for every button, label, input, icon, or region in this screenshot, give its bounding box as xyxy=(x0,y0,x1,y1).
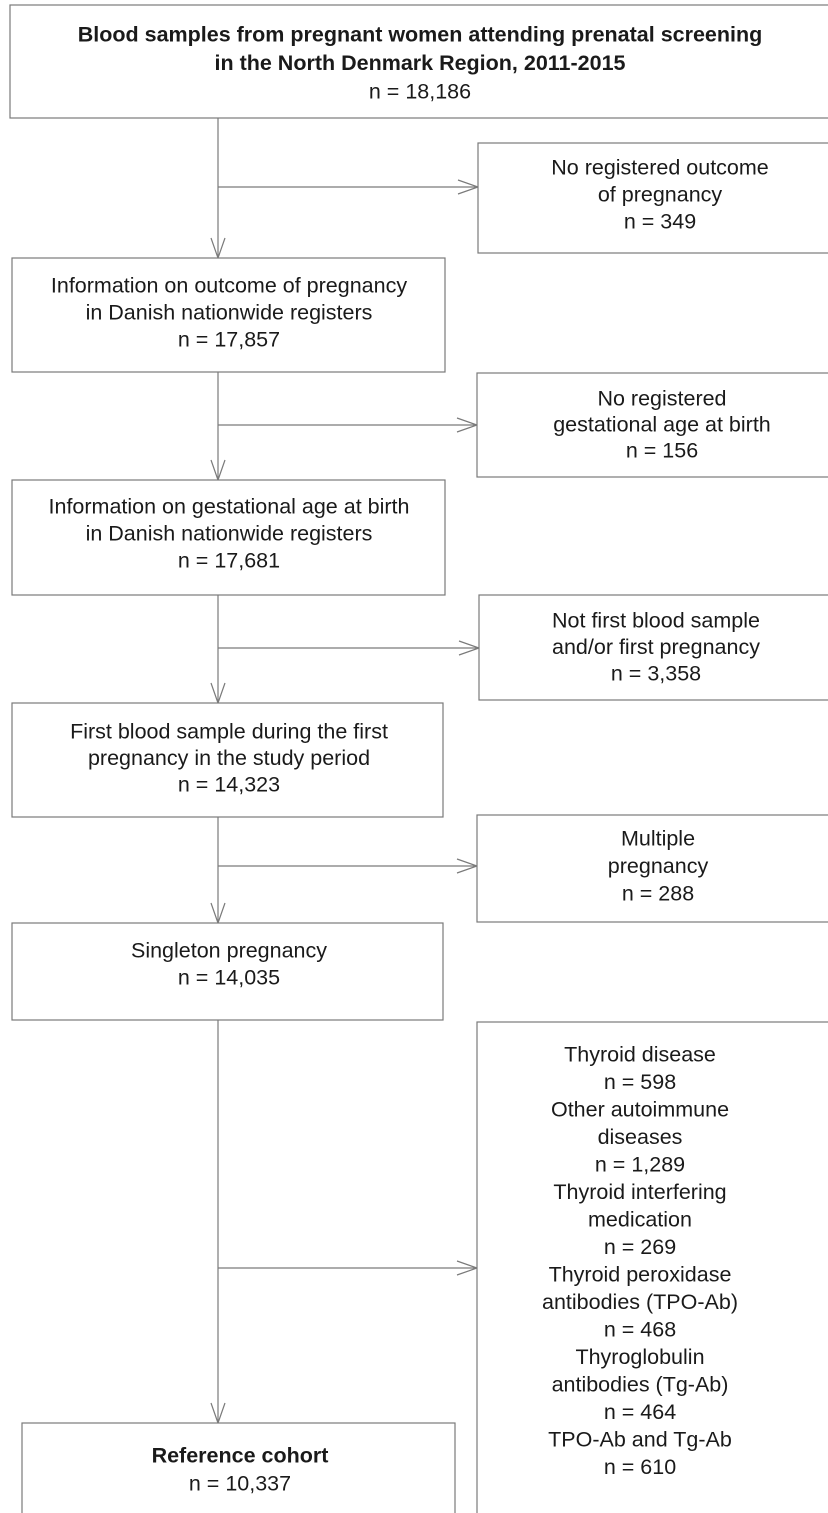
exclusion-box-text: n = 610 xyxy=(604,1455,676,1479)
node-box-text: Reference cohort xyxy=(152,1444,329,1468)
exclusion-box-text: Not first blood sample xyxy=(552,609,760,633)
node-box xyxy=(11,257,446,373)
node-box-text: n = 17,857 xyxy=(178,328,280,352)
exclusion-box xyxy=(478,594,828,701)
node-box xyxy=(11,922,444,1021)
exclusion-box-text: of pregnancy xyxy=(598,183,723,207)
exclusion-box-text: gestational age at birth xyxy=(553,413,771,437)
node-box-text: n = 18,186 xyxy=(369,80,471,104)
exclusion-box-text: medication xyxy=(588,1208,692,1232)
node-box xyxy=(21,1422,456,1513)
exclusion-box-text: Thyroid disease xyxy=(564,1043,716,1067)
node-box-text: Information on gestational age at birth xyxy=(49,495,410,519)
exclusion-box-text: antibodies (Tg-Ab) xyxy=(552,1373,729,1397)
exclusion-box-text: TPO-Ab and Tg-Ab xyxy=(548,1428,732,1452)
exclusion-box-text: Thyroid peroxidase xyxy=(549,1263,732,1287)
node-box xyxy=(9,4,828,119)
exclusion-box-text: Multiple xyxy=(621,827,695,851)
exclusion-box-text: n = 156 xyxy=(626,439,698,463)
exclusion-box-text: n = 288 xyxy=(622,882,694,906)
exclusion-box-text: n = 464 xyxy=(604,1400,676,1424)
exclusion-box-text: n = 598 xyxy=(604,1070,676,1094)
exclusion-box-text: n = 349 xyxy=(624,210,696,234)
exclusion-box-text: antibodies (TPO-Ab) xyxy=(542,1290,738,1314)
node-box-text: First blood sample during the first xyxy=(70,720,388,744)
node-box-text: Information on outcome of pregnancy xyxy=(51,274,407,298)
exclusion-box xyxy=(477,142,828,254)
exclusion-box-text: and/or first pregnancy xyxy=(552,635,760,659)
exclusion-box-text: pregnancy xyxy=(608,854,709,878)
exclusion-box-text: n = 468 xyxy=(604,1318,676,1342)
exclusion-box xyxy=(476,372,828,478)
node-box-text: in the North Denmark Region, 2011-2015 xyxy=(214,51,625,75)
node-box-text: n = 14,323 xyxy=(178,773,280,797)
exclusion-box xyxy=(476,814,828,923)
exclusion-box-text: diseases xyxy=(598,1125,683,1149)
node-box-text: pregnancy in the study period xyxy=(88,746,370,770)
exclusion-box-text: n = 269 xyxy=(604,1235,676,1259)
exclusion-box xyxy=(476,1021,828,1513)
node-box-text: Blood samples from pregnant women attend… xyxy=(78,23,763,47)
exclusion-box-text: Thyroid interfering xyxy=(553,1180,726,1204)
node-box xyxy=(11,479,446,596)
node-box-text: Singleton pregnancy xyxy=(131,939,327,963)
exclusion-box-text: Thyroglobulin xyxy=(575,1345,704,1369)
exclusion-box-text: n = 3,358 xyxy=(611,662,701,686)
node-box-text: in Danish nationwide registers xyxy=(86,301,373,325)
node-box xyxy=(11,702,444,818)
exclusion-box-text: No registered outcome xyxy=(551,156,769,180)
exclusion-box-text: Other autoimmune xyxy=(551,1098,729,1122)
node-box-text: in Danish nationwide registers xyxy=(86,522,373,546)
node-box-text: n = 10,337 xyxy=(189,1472,291,1496)
exclusion-box-text: n = 1,289 xyxy=(595,1153,685,1177)
node-box-text: n = 17,681 xyxy=(178,549,280,573)
node-box-text: n = 14,035 xyxy=(178,966,280,990)
exclusion-box-text: No registered xyxy=(597,387,726,411)
